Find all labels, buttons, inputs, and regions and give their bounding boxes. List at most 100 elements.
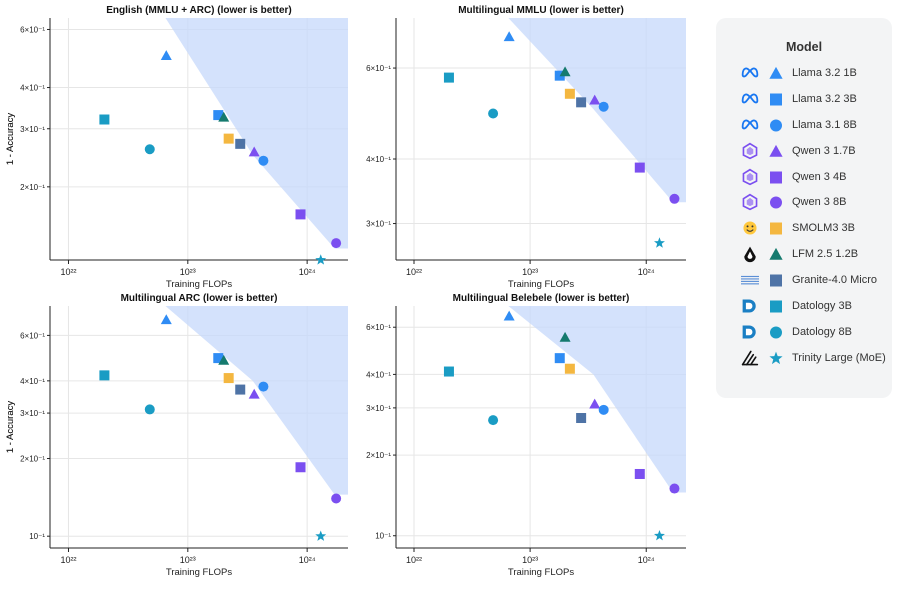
data-point-llama31-8b: [258, 381, 269, 392]
chart-title: English (MMLU + ARC) (lower is better): [106, 5, 291, 16]
data-point-datology-3b: [443, 72, 454, 83]
data-point-llama32-3b: [554, 70, 565, 81]
data-point-llama32-3b: [554, 353, 565, 364]
data-point-trinity-large: [315, 530, 327, 541]
data-point-granite40-micro: [235, 138, 246, 149]
scatter-charts: 10²² 10²³ 10²⁴ 6×10⁻¹ 4×10⁻¹ 3×10⁻¹ 2×10⁻¹ Engl…: [5, 5, 686, 578]
square-marker-icon: [770, 93, 782, 106]
x-axis-label: Training FLOPs: [166, 279, 232, 290]
x-tick-label: 10²⁴: [638, 267, 655, 277]
frontier-region: [508, 18, 686, 203]
chart-panel-1: 10²² 10²³ 10²⁴ 6×10⁻¹ 4×10⁻¹ 3×10⁻¹ 2×10⁻¹ Engl…: [5, 5, 348, 290]
legend-title: Model: [785, 40, 823, 54]
y-tick-label: 3×10⁻¹: [366, 220, 391, 229]
circle-marker-icon: [770, 196, 782, 209]
data-point-lfm25-12b: [218, 111, 230, 122]
x-tick-label: 10²²: [406, 267, 422, 277]
data-point-llama32-1b: [503, 31, 515, 42]
chart-title: Multilingual Belebele (lower is better): [453, 293, 630, 304]
ibm-logo-icon: [741, 275, 759, 285]
legend-marker-circle: [770, 119, 782, 132]
legend-marker-square: [770, 93, 782, 106]
data-point-llama32-1b: [160, 50, 172, 60]
data-point-granite40-micro: [576, 413, 587, 424]
legend-label: Llama 3.1 8B: [792, 118, 857, 131]
x-tick-label: 10²⁴: [299, 267, 316, 277]
legend-label: Datology 8B: [792, 325, 852, 338]
legend-label: Datology 3B: [792, 299, 852, 312]
arcee-logo-icon: [741, 350, 759, 366]
x-tick-label: 10²⁴: [638, 555, 655, 565]
chart-panel-4: 10²² 10²³ 10²⁴ 6×10⁻¹ 4×10⁻¹ 3×10⁻¹ 2×10⁻¹ 10⁻¹…: [5, 293, 686, 578]
circle-marker-icon: [770, 119, 782, 132]
data-point-qwen3-17b: [589, 94, 601, 105]
x-axis-label: Training FLOPs: [508, 279, 574, 290]
data-point-smolm3-3b: [223, 373, 234, 384]
y-tick-label: 4×10⁻¹: [20, 377, 45, 386]
data-point-datology-8b: [144, 404, 155, 415]
data-point-lfm25-12b: [218, 354, 230, 365]
data-point-smolm3-3b: [564, 88, 575, 99]
data-point-trinity-large: [315, 254, 327, 265]
legend-label: Qwen 3 1.7B: [792, 144, 856, 157]
triangle-marker-icon: [769, 144, 783, 157]
y-tick-label: 4×10⁻¹: [366, 370, 391, 379]
legend-label: Qwen 3 4B: [792, 170, 847, 183]
y-tick-label: 6×10⁻¹: [20, 25, 45, 34]
square-marker-icon: [770, 300, 782, 313]
legend-marker-star: [769, 351, 783, 364]
x-axis-label: Training FLOPs: [508, 567, 574, 578]
x-tick-label: 10²³: [180, 267, 196, 277]
data-point-qwen3-4b: [634, 468, 645, 479]
data-point-lfm25-12b: [559, 66, 571, 77]
data-point-datology-3b: [443, 366, 454, 377]
y-tick-label: 2×10⁻¹: [20, 183, 45, 192]
data-point-qwen3-8b: [669, 193, 680, 204]
data-point-llama31-8b: [598, 404, 609, 415]
datology-logo-icon: [742, 325, 756, 339]
data-point-qwen3-4b: [295, 209, 306, 220]
x-tick-label: 10²⁴: [299, 555, 316, 565]
data-point-qwen3-17b: [248, 146, 260, 157]
y-axis-label: 1 - Accuracy: [5, 113, 16, 166]
data-point-qwen3-17b: [589, 398, 601, 409]
data-point-trinity-large: [654, 237, 665, 248]
qwen-logo-icon: [742, 142, 758, 159]
legend-item-llama32-1b: Llama 3.2 1B: [716, 60, 892, 86]
data-point-llama32-3b: [213, 110, 224, 121]
legend-item-lfm25-12b: LFM 2.5 1.2B: [716, 241, 892, 267]
legend-item-datology-8b: Datology 8B: [716, 319, 892, 345]
y-axis-label: 1 - Accuracy: [5, 113, 16, 166]
legend-marker-square: [770, 171, 782, 183]
triangle-marker-icon: [769, 248, 783, 260]
chart-title: Multilingual MMLU (lower is better): [458, 5, 624, 16]
legend-marker-triangle: [769, 66, 783, 79]
frontier-region: [165, 306, 348, 495]
y-tick-label: 4×10⁻¹: [366, 155, 391, 164]
legend-item-smolm3-3b: SMOLM3 3B: [716, 215, 892, 241]
y-tick-label: 3×10⁻¹: [20, 125, 45, 134]
data-point-datology-3b: [99, 114, 110, 125]
meta-logo-icon: [741, 119, 759, 130]
y-axis-label: 1 - Accuracy: [5, 401, 16, 454]
legend-items: Llama 3.2 1B Llama 3.2 3B Llama 3.1 8B Qwen…: [716, 60, 892, 371]
x-tick-label: 10²²: [60, 555, 76, 565]
data-point-trinity-large: [654, 529, 665, 541]
data-point-qwen3-8b: [669, 483, 680, 494]
legend-label: Llama 3.2 3B: [792, 92, 857, 105]
y-tick-label: 6×10⁻¹: [366, 323, 391, 332]
y-tick-label: 10⁻¹: [29, 532, 45, 541]
legend-label: Trinity Large (MoE): [792, 351, 886, 364]
legend-marker-square: [770, 222, 782, 235]
legend-marker-square: [770, 300, 782, 313]
legend-item-granite40-micro: Granite-4.0 Micro: [716, 267, 892, 293]
data-point-datology-8b: [488, 108, 499, 119]
chart-grid: 10²² 10²³ 10²⁴ 6×10⁻¹ 4×10⁻¹ 3×10⁻¹ 2×10⁻¹ Engl…: [5, 5, 686, 578]
legend-label: Llama 3.2 1B: [792, 66, 857, 79]
y-tick-label: 4×10⁻¹: [20, 84, 45, 93]
data-point-llama32-1b: [160, 314, 172, 325]
liquid-logo-icon: [744, 246, 756, 263]
x-tick-label: 10²²: [60, 267, 76, 277]
y-tick-label: 3×10⁻¹: [366, 404, 391, 413]
data-point-qwen3-17b: [248, 388, 260, 399]
